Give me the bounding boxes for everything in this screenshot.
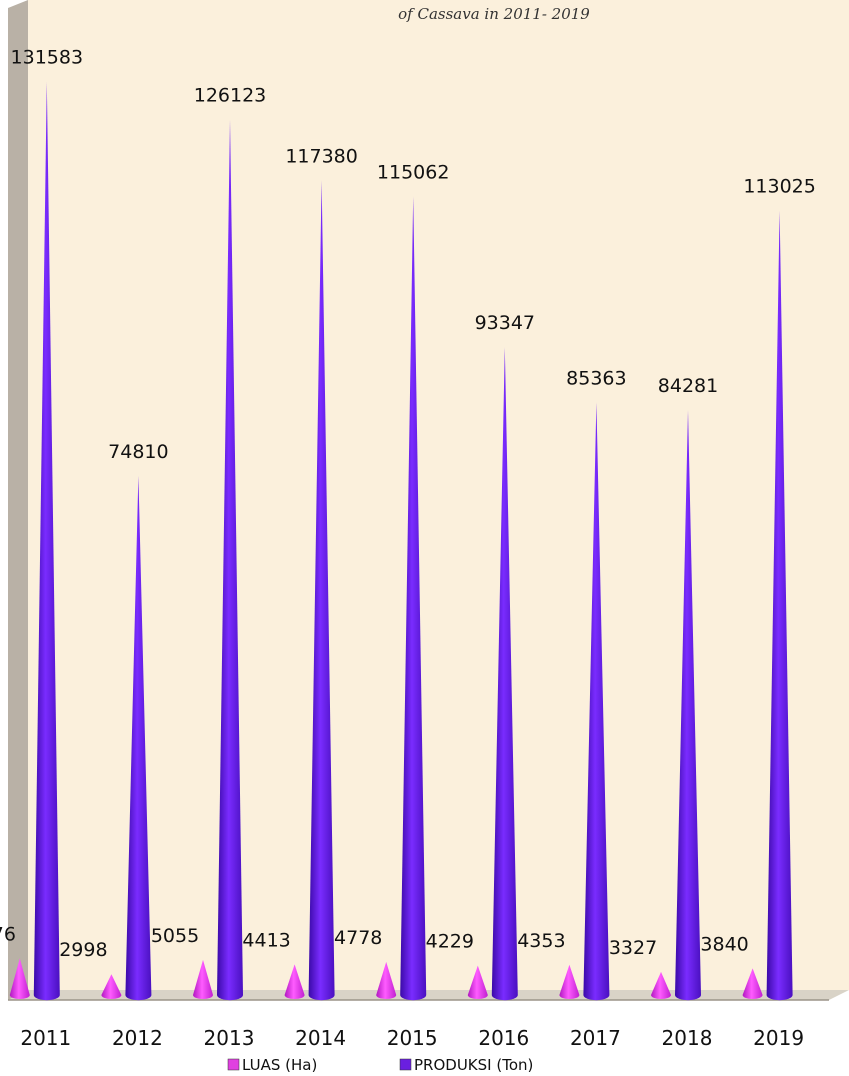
value-label-luas-ha-2012: 2998: [59, 939, 107, 961]
side-wall: [8, 0, 28, 1000]
value-label-produksi-ton-2018: 84281: [658, 375, 718, 397]
legend-swatch: [399, 1058, 412, 1071]
cone-luas-ha-2012: [101, 974, 122, 999]
value-label-produksi-ton-2011: 131583: [11, 47, 84, 69]
x-axis: 2011 2012 2013 2014 2015 2016 2017 2018 2019: [20, 1026, 804, 1050]
value-label-produksi-ton-2014: 117380: [285, 145, 358, 167]
cone-produksi-ton-2019: [766, 210, 793, 1001]
value-label-luas-ha-2011: 5276: [0, 923, 16, 945]
cone-luas-ha-2016: [467, 965, 488, 999]
x-tick-label-2016: 2016: [478, 1026, 529, 1050]
x-tick-label-2018: 2018: [662, 1026, 713, 1050]
cone-produksi-ton-2014: [308, 180, 335, 1001]
x-tick-label-2015: 2015: [387, 1026, 438, 1050]
value-label-produksi-ton-2012: 74810: [108, 441, 168, 463]
value-label-produksi-ton-2015: 115062: [377, 161, 450, 183]
x-tick-label-2017: 2017: [570, 1026, 621, 1050]
legend-item-produksi-ton: PRODUKSI (Ton): [399, 1056, 533, 1074]
cone-luas-ha-2011: [9, 958, 30, 999]
value-label-produksi-ton-2017: 85363: [566, 368, 626, 390]
legend: LUAS (Ha) PRODUKSI (Ton): [227, 1056, 533, 1074]
cone-luas-ha-2013: [193, 959, 213, 999]
value-label-luas-ha-2013: 5055: [151, 925, 199, 947]
chart-title: of Cassava in 2011- 2019: [398, 5, 590, 23]
cone-produksi-ton-2013: [217, 119, 243, 1001]
value-label-produksi-ton-2016: 93347: [475, 312, 535, 334]
value-label-luas-ha-2014: 4413: [242, 929, 290, 951]
value-label-luas-ha-2016: 4229: [426, 931, 474, 953]
cone-produksi-ton-2018: [675, 410, 702, 1001]
chart-marks: [9, 81, 793, 1001]
x-tick-label-2011: 2011: [20, 1026, 71, 1050]
value-label-luas-ha-2019: 3840: [700, 933, 748, 955]
cone-luas-ha-2019: [742, 968, 763, 999]
plot-background: [28, 0, 849, 990]
x-tick-label-2014: 2014: [295, 1026, 346, 1050]
cone-luas-ha-2017: [559, 964, 580, 999]
cone-produksi-ton-2012: [125, 475, 152, 1001]
cone-luas-ha-2018: [651, 971, 671, 999]
x-tick-label-2019: 2019: [753, 1026, 804, 1050]
value-label-luas-ha-2017: 4353: [517, 930, 565, 952]
value-label-produksi-ton-2013: 126123: [194, 85, 267, 107]
legend-label: LUAS (Ha): [242, 1056, 317, 1074]
legend-item-luas-ha: LUAS (Ha): [227, 1056, 317, 1074]
x-tick-label-2012: 2012: [112, 1026, 163, 1050]
cone-produksi-ton-2015: [400, 196, 427, 1001]
cone-luas-ha-2015: [376, 961, 397, 999]
cone-luas-ha-2014: [284, 964, 305, 999]
value-label-produksi-ton-2019: 113025: [743, 176, 816, 198]
value-label-luas-ha-2015: 4778: [334, 927, 382, 949]
value-label-luas-ha-2018: 3327: [609, 937, 657, 959]
cone-produksi-ton-2011: [33, 81, 60, 1001]
legend-label: PRODUKSI (Ton): [414, 1056, 533, 1074]
x-tick-label-2013: 2013: [204, 1026, 255, 1050]
value-labels: 5276 131583 2998 74810 5055 126123 4413 117380 4…: [0, 47, 816, 961]
cone-produksi-ton-2016: [491, 347, 518, 1001]
cone-produksi-ton-2017: [583, 402, 610, 1001]
legend-swatch: [227, 1058, 240, 1071]
